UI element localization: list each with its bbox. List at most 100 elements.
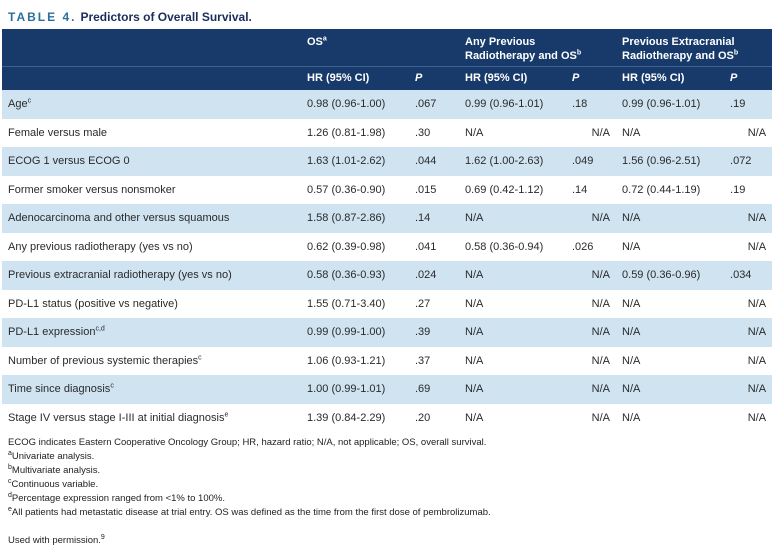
table-row: Former smoker versus nonsmoker 0.57 (0.3… xyxy=(2,175,773,204)
cell-p: N/A xyxy=(591,212,611,225)
cell-hr: 1.06 (0.93-1.21) xyxy=(307,354,386,367)
survival-table: OSa Any Previous Radiotherapy and OSb Pre… xyxy=(2,29,773,432)
row-label: Adenocarcinoma and other versus squamous xyxy=(8,212,230,225)
cell-hr: 1.00 (0.99-1.01) xyxy=(307,383,386,396)
cell-p: N/A xyxy=(747,383,767,396)
table-row: Stage IV versus stage I-III at initial d… xyxy=(2,403,773,432)
cell-p: .27 xyxy=(415,297,431,310)
cell-p: N/A xyxy=(591,297,611,310)
cell-hr: 0.99 (0.96-1.01) xyxy=(465,98,544,111)
header-group-os: OSa xyxy=(307,35,327,48)
footnote: cContinuous variable. xyxy=(8,477,99,490)
cell-p: N/A xyxy=(591,126,611,139)
table-row: Previous extracranial radiotherapy (yes … xyxy=(2,261,773,290)
header-group-extracranial: Previous Extracranial Radiotherapy and OS… xyxy=(622,36,739,62)
header-row-groups: OSa Any Previous Radiotherapy and OSb Pre… xyxy=(2,29,773,66)
cell-hr: N/A xyxy=(622,297,641,310)
cell-p: .37 xyxy=(415,354,431,367)
cell-p: .19 xyxy=(730,98,746,111)
cell-p: .044 xyxy=(415,155,437,168)
cell-p: .072 xyxy=(730,155,752,168)
cell-hr: 1.63 (1.01-2.62) xyxy=(307,155,386,168)
cell-hr: N/A xyxy=(622,240,641,253)
footnote: dPercentage expression ranged from <1% t… xyxy=(8,491,225,504)
footnote: bMultivariate analysis. xyxy=(8,463,101,476)
cell-p: .14 xyxy=(415,212,431,225)
header-blank-2 xyxy=(2,66,301,90)
cell-hr: 0.98 (0.96-1.00) xyxy=(307,98,386,111)
cell-p: .18 xyxy=(572,98,588,111)
cell-p: .30 xyxy=(415,126,431,139)
cell-hr: 0.58 (0.36-0.94) xyxy=(465,240,544,253)
cell-p: N/A xyxy=(591,411,611,424)
header-hr-1: HR (95% CI) xyxy=(307,72,370,85)
cell-hr: 1.39 (0.84-2.29) xyxy=(307,411,386,424)
cell-hr: 1.62 (1.00-2.63) xyxy=(465,155,544,168)
cell-hr: N/A xyxy=(465,411,484,424)
cell-p: N/A xyxy=(747,411,767,424)
cell-hr: N/A xyxy=(465,297,484,310)
header-p-1: P xyxy=(415,72,423,85)
row-label: Number of previous systemic therapiesc xyxy=(8,354,202,367)
row-label: Former smoker versus nonsmoker xyxy=(8,183,176,196)
cell-p: N/A xyxy=(591,326,611,339)
table-row: Time since diagnosisc 1.00 (0.99-1.01) .… xyxy=(2,375,773,404)
row-label: Stage IV versus stage I-III at initial d… xyxy=(8,411,229,424)
cell-p: N/A xyxy=(747,354,767,367)
cell-hr: 1.26 (0.81-1.98) xyxy=(307,126,386,139)
cell-p: N/A xyxy=(747,297,767,310)
cell-p: N/A xyxy=(747,326,767,339)
row-label: Previous extracranial radiotherapy (yes … xyxy=(8,269,232,282)
cell-hr: 0.59 (0.36-0.96) xyxy=(622,269,701,282)
cell-hr: 0.62 (0.39-0.98) xyxy=(307,240,386,253)
cell-hr: N/A xyxy=(622,326,641,339)
cell-hr: 1.56 (0.96-2.51) xyxy=(622,155,701,168)
table-number: TABLE 4. xyxy=(8,10,77,24)
cell-hr: 0.99 (0.96-1.01) xyxy=(622,98,701,111)
header-p-2: P xyxy=(572,72,580,85)
cell-hr: N/A xyxy=(622,383,641,396)
cell-hr: N/A xyxy=(622,354,641,367)
header-row-subcols: HR (95% CI) P HR (95% CI) P HR (95% CI) … xyxy=(2,66,773,90)
permission-note: Used with permission.9 xyxy=(8,533,105,546)
header-group-any-previous: Any Previous Radiotherapy and OSb xyxy=(465,36,582,62)
header-p-3: P xyxy=(730,72,738,85)
cell-hr: 0.58 (0.36-0.93) xyxy=(307,269,386,282)
cell-p: .034 xyxy=(730,269,752,282)
cell-hr: 0.72 (0.44-1.19) xyxy=(622,183,701,196)
cell-p: .39 xyxy=(415,326,431,339)
cell-hr: N/A xyxy=(622,212,641,225)
table-row: Number of previous systemic therapiesc 1… xyxy=(2,346,773,375)
footnote: eAll patients had metastatic disease at … xyxy=(8,505,491,518)
row-label: ECOG 1 versus ECOG 0 xyxy=(8,155,130,168)
row-label: Time since diagnosisc xyxy=(8,382,114,396)
cell-p: .026 xyxy=(572,240,594,253)
row-label: Agec xyxy=(8,97,32,111)
cell-p: N/A xyxy=(747,240,767,253)
cell-p: .20 xyxy=(415,411,431,424)
cell-p: N/A xyxy=(591,269,611,282)
cell-hr: N/A xyxy=(622,411,641,424)
cell-p: N/A xyxy=(747,126,767,139)
cell-p: N/A xyxy=(747,212,767,225)
header-hr-2: HR (95% CI) xyxy=(465,72,528,85)
table-row: Adenocarcinoma and other versus squamous… xyxy=(2,204,773,233)
cell-p: .041 xyxy=(415,240,437,253)
table-row: PD-L1 expressionc,d 0.99 (0.99-1.00) .39… xyxy=(2,318,773,347)
cell-p: N/A xyxy=(591,383,611,396)
table-row: PD-L1 status (positive vs negative) 1.55… xyxy=(2,289,773,318)
header-hr-3: HR (95% CI) xyxy=(622,72,685,85)
cell-hr: N/A xyxy=(465,354,484,367)
cell-p: .049 xyxy=(572,155,594,168)
footnote-abbreviations: ECOG indicates Eastern Cooperative Oncol… xyxy=(8,437,487,448)
cell-p: .69 xyxy=(415,383,431,396)
table-title: TABLE 4. Predictors of Overall Survival. xyxy=(8,10,252,26)
footnote: aUnivariate analysis. xyxy=(8,449,95,462)
row-label: Any previous radiotherapy (yes vs no) xyxy=(8,240,193,253)
cell-p: .067 xyxy=(415,98,437,111)
cell-hr: N/A xyxy=(465,269,484,282)
cell-hr: 1.55 (0.71-3.40) xyxy=(307,297,386,310)
row-label: PD-L1 expressionc,d xyxy=(8,325,105,339)
cell-hr: N/A xyxy=(622,126,641,139)
footnotes: ECOG indicates Eastern Cooperative Oncol… xyxy=(8,436,768,520)
